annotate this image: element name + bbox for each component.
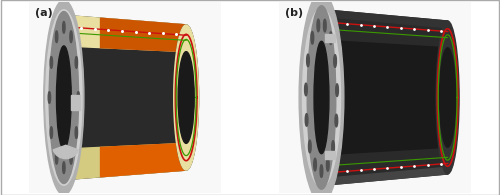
- Ellipse shape: [56, 152, 58, 164]
- Bar: [324, 151, 335, 159]
- Polygon shape: [322, 40, 448, 155]
- Ellipse shape: [56, 46, 71, 149]
- Ellipse shape: [49, 12, 78, 183]
- Polygon shape: [64, 15, 186, 52]
- Ellipse shape: [178, 52, 194, 143]
- Wedge shape: [53, 145, 78, 159]
- Ellipse shape: [56, 31, 58, 43]
- Ellipse shape: [314, 158, 316, 171]
- Ellipse shape: [307, 6, 336, 189]
- Ellipse shape: [320, 165, 323, 177]
- Polygon shape: [322, 10, 448, 28]
- Ellipse shape: [436, 21, 459, 174]
- Text: (b): (b): [285, 8, 304, 18]
- Ellipse shape: [46, 10, 82, 185]
- Ellipse shape: [70, 31, 72, 43]
- Ellipse shape: [308, 140, 311, 153]
- Polygon shape: [64, 143, 186, 180]
- Ellipse shape: [75, 57, 78, 68]
- Ellipse shape: [306, 54, 310, 67]
- Ellipse shape: [311, 31, 314, 44]
- Ellipse shape: [50, 127, 52, 138]
- Ellipse shape: [324, 19, 326, 32]
- Ellipse shape: [334, 55, 336, 67]
- Ellipse shape: [44, 0, 84, 195]
- Polygon shape: [100, 18, 186, 52]
- Ellipse shape: [305, 114, 308, 126]
- Ellipse shape: [50, 57, 52, 68]
- Ellipse shape: [77, 92, 80, 103]
- Bar: [324, 35, 335, 42]
- Ellipse shape: [440, 48, 456, 147]
- Ellipse shape: [302, 8, 341, 187]
- Ellipse shape: [178, 52, 194, 143]
- Ellipse shape: [330, 32, 332, 44]
- Ellipse shape: [75, 127, 78, 138]
- Ellipse shape: [304, 83, 308, 96]
- Polygon shape: [64, 15, 186, 180]
- Ellipse shape: [174, 25, 199, 170]
- Polygon shape: [322, 10, 448, 185]
- Polygon shape: [174, 25, 199, 170]
- Ellipse shape: [70, 152, 72, 164]
- Polygon shape: [322, 167, 448, 185]
- Ellipse shape: [314, 41, 329, 154]
- Ellipse shape: [332, 141, 334, 153]
- Bar: [70, 95, 80, 110]
- Ellipse shape: [336, 84, 338, 97]
- Ellipse shape: [299, 0, 344, 195]
- Ellipse shape: [317, 19, 320, 32]
- Ellipse shape: [48, 92, 50, 103]
- Text: (a): (a): [35, 8, 53, 18]
- Polygon shape: [100, 143, 186, 177]
- Ellipse shape: [326, 159, 329, 171]
- Ellipse shape: [335, 114, 338, 127]
- Ellipse shape: [62, 162, 65, 174]
- Ellipse shape: [62, 21, 65, 33]
